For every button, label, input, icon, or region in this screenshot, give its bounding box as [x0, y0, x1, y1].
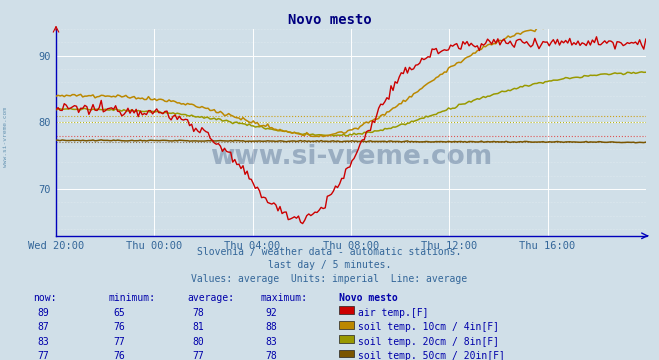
Text: 83: 83	[265, 337, 277, 347]
Text: Slovenia / weather data - automatic stations.: Slovenia / weather data - automatic stat…	[197, 247, 462, 257]
Text: Novo mesto: Novo mesto	[287, 13, 372, 27]
Text: last day / 5 minutes.: last day / 5 minutes.	[268, 260, 391, 270]
Text: 78: 78	[265, 351, 277, 360]
Text: 83: 83	[38, 337, 49, 347]
Text: www.si-vreme.com: www.si-vreme.com	[3, 107, 8, 167]
Text: 77: 77	[38, 351, 49, 360]
Text: 92: 92	[265, 308, 277, 318]
Text: 87: 87	[38, 322, 49, 332]
Text: 78: 78	[192, 308, 204, 318]
Text: 77: 77	[192, 351, 204, 360]
Text: soil temp. 20cm / 8in[F]: soil temp. 20cm / 8in[F]	[358, 337, 499, 347]
Text: 89: 89	[38, 308, 49, 318]
Text: average:: average:	[188, 293, 235, 303]
Text: Values: average  Units: imperial  Line: average: Values: average Units: imperial Line: av…	[191, 274, 468, 284]
Text: 76: 76	[113, 351, 125, 360]
Text: 81: 81	[192, 322, 204, 332]
Text: air temp.[F]: air temp.[F]	[358, 308, 428, 318]
Text: 76: 76	[113, 322, 125, 332]
Text: 88: 88	[265, 322, 277, 332]
Text: soil temp. 10cm / 4in[F]: soil temp. 10cm / 4in[F]	[358, 322, 499, 332]
Text: www.si-vreme.com: www.si-vreme.com	[210, 144, 492, 170]
Text: maximum:: maximum:	[260, 293, 307, 303]
Text: 65: 65	[113, 308, 125, 318]
Text: soil temp. 50cm / 20in[F]: soil temp. 50cm / 20in[F]	[358, 351, 505, 360]
Text: now:: now:	[33, 293, 57, 303]
Text: Novo mesto: Novo mesto	[339, 293, 398, 303]
Text: 80: 80	[192, 337, 204, 347]
Text: minimum:: minimum:	[109, 293, 156, 303]
Text: 77: 77	[113, 337, 125, 347]
